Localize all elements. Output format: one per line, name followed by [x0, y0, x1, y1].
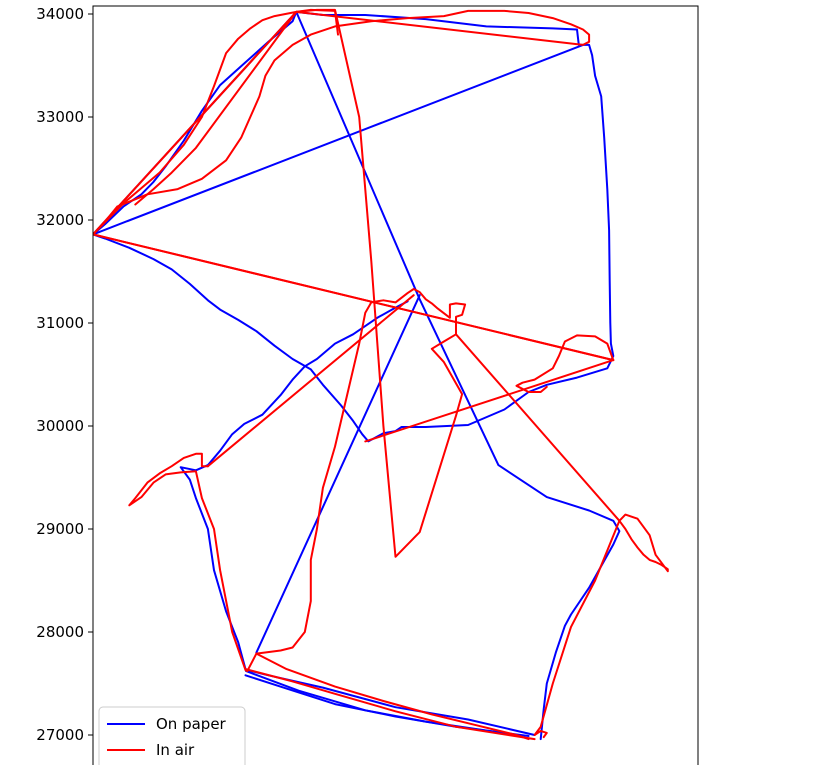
y-tick-label: 34000: [36, 5, 84, 23]
series-layer: [93, 8, 669, 741]
legend-label-in-air: In air: [156, 741, 195, 759]
plot-background: [93, 6, 698, 765]
series-in-air-stroke-8: [533, 519, 621, 739]
series-in-air-stroke-2: [93, 10, 298, 236]
series-in-air-stroke-6: [93, 233, 615, 362]
y-tick-label: 27000: [36, 726, 84, 744]
legend-label-on-paper: On paper: [156, 715, 227, 733]
series-in-air-stroke-3: [128, 8, 467, 673]
y-tick-label: 32000: [36, 211, 84, 229]
series-in-air-stroke-11: [295, 8, 339, 36]
y-axis: 27000 28000 29000 30000 31000 32000 33000 34000: [36, 5, 93, 744]
series-on-paper-stroke-7: [93, 43, 584, 236]
legend: On paper In air: [98, 706, 246, 765]
series-in-air-stroke-1: [93, 10, 298, 236]
series-in-air-stroke-9: [255, 652, 530, 741]
y-tick-label: 31000: [36, 314, 84, 332]
series-on-paper-stroke-1: [255, 294, 421, 654]
series-in-air-stroke-7: [455, 333, 669, 573]
plot-frame: [92, 5, 699, 765]
series-in-air-stroke-10: [244, 668, 536, 741]
y-tick-label: 33000: [36, 108, 84, 126]
series-on-paper-stroke-6: [194, 300, 409, 472]
y-tick-label: 30000: [36, 417, 84, 435]
series-in-air-stroke-0: [93, 9, 615, 393]
series-in-air-stroke-4: [206, 294, 415, 468]
series-in-air-stroke-5: [364, 359, 615, 443]
y-tick-label: 28000: [36, 623, 84, 641]
y-tick-label: 29000: [36, 520, 84, 538]
